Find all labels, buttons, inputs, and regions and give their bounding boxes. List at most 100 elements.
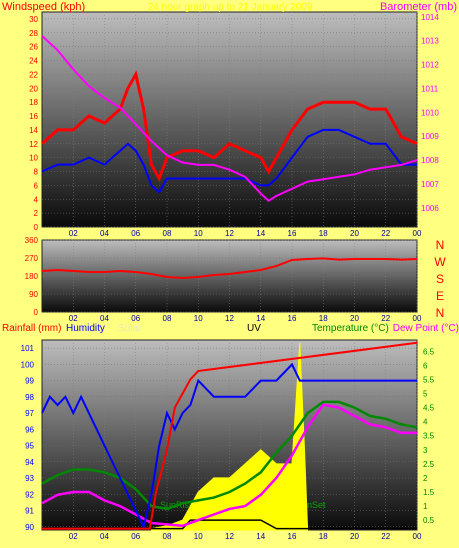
header-left: Windspeed (kph) xyxy=(2,1,85,13)
x-tick-label: 04 xyxy=(100,314,109,323)
y2-tick-label-temperature: 6 xyxy=(423,361,428,370)
x-tick-label: 22 xyxy=(381,532,390,541)
series-line-windspeed xyxy=(41,128,417,194)
x-tick-label: 20 xyxy=(350,229,359,238)
y2-tick-label-barometer: 1009 xyxy=(421,132,439,141)
y2-tick-label-barometer: 1011 xyxy=(421,84,439,93)
x-tick-label: 14 xyxy=(256,314,265,323)
label-rainfall: Rainfall (mm) xyxy=(2,323,61,334)
x-tick-label: 08 xyxy=(163,229,172,238)
y-tick-label-windspeed: 4 xyxy=(34,195,39,204)
y-tick-label-windspeed: 20 xyxy=(29,84,38,93)
y2-tick-label-temperature: 5 xyxy=(423,389,428,398)
y2-tick-label-temperature: 5.5 xyxy=(423,375,435,384)
x-tick-label: 00 xyxy=(413,314,422,323)
y2-tick-label-barometer: 1010 xyxy=(421,108,439,117)
y-tick-label-windspeed: 18 xyxy=(29,98,38,107)
y-tick-label-direction: 180 xyxy=(25,272,39,281)
series-line-dewpoint xyxy=(41,403,417,528)
x-tick-label: 00 xyxy=(413,532,422,541)
y-tick-label-windspeed: 12 xyxy=(29,140,38,149)
compass-letter: N xyxy=(436,238,445,252)
y2-tick-label-temperature: 6.5 xyxy=(423,347,435,356)
y2-tick-label-temperature: 4 xyxy=(423,418,428,427)
y-tick-label-windspeed: 28 xyxy=(29,29,38,38)
compass-letter: W xyxy=(434,255,446,269)
y2-tick-label-temperature: 2.5 xyxy=(423,460,435,469)
compass-letter: N xyxy=(436,306,445,320)
label-solar: Solar xyxy=(118,323,142,334)
series-line-humidity xyxy=(41,362,417,530)
y-tick-label-humidity: 97 xyxy=(25,409,34,418)
y2-tick-label-barometer: 1013 xyxy=(421,37,439,46)
y-tick-label-direction: 360 xyxy=(25,236,39,245)
x-tick-label: 06 xyxy=(131,532,140,541)
x-tick-label: 20 xyxy=(350,314,359,323)
y2-tick-label-temperature: 1 xyxy=(423,502,428,511)
label-humidity: Humidity xyxy=(66,323,105,334)
x-tick-label: 08 xyxy=(163,314,172,323)
x-tick-label: 06 xyxy=(131,229,140,238)
y-tick-label-humidity: 101 xyxy=(21,344,35,353)
label-dewpoint: Dew Point (°C) xyxy=(393,323,459,334)
x-tick-label: 22 xyxy=(381,314,390,323)
x-tick-label: 20 xyxy=(350,532,359,541)
x-tick-label: 10 xyxy=(194,314,203,323)
y2-tick-label-temperature: 0.5 xyxy=(423,516,435,525)
y2-tick-label-barometer: 1008 xyxy=(421,156,439,165)
x-tick-label: 14 xyxy=(256,229,265,238)
y-tick-label-windspeed: 24 xyxy=(29,57,38,66)
y2-tick-label-barometer: 1007 xyxy=(421,180,439,189)
y-tick-label-windspeed: 8 xyxy=(34,168,39,177)
x-tick-label: 16 xyxy=(288,229,297,238)
y-tick-label-humidity: 94 xyxy=(25,458,34,467)
series-line-barometer xyxy=(41,35,418,202)
y-tick-label-windspeed: 16 xyxy=(29,112,38,121)
x-tick-label: 02 xyxy=(69,314,78,323)
x-tick-label: 18 xyxy=(319,532,328,541)
series-line-direction xyxy=(41,257,418,280)
x-tick-label: 18 xyxy=(319,314,328,323)
annotation-sunset: SunSet xyxy=(296,500,326,510)
y-tick-label-humidity: 93 xyxy=(25,474,34,483)
y2-tick-label-barometer: 1014 xyxy=(421,13,439,22)
y-tick-label-humidity: 99 xyxy=(25,377,34,386)
x-tick-label: 02 xyxy=(69,229,78,238)
y-tick-label-windspeed: 14 xyxy=(29,126,38,135)
y-tick-label-windspeed: 6 xyxy=(34,181,39,190)
y2-tick-label-barometer: 1012 xyxy=(421,61,439,70)
y-tick-label-windspeed: 10 xyxy=(29,154,38,163)
compass-letter: S xyxy=(436,272,444,286)
y2-tick-label-temperature: 3.5 xyxy=(423,432,435,441)
x-tick-label: 04 xyxy=(100,532,109,541)
x-tick-label: 16 xyxy=(288,314,297,323)
x-tick-label: 10 xyxy=(194,532,203,541)
series-line-rainfall xyxy=(42,341,418,530)
y-tick-label-humidity: 98 xyxy=(25,393,34,402)
series-line-temperature xyxy=(41,400,418,511)
x-tick-label: 08 xyxy=(163,532,172,541)
x-tick-label: 10 xyxy=(194,229,203,238)
x-tick-label: 14 xyxy=(256,532,265,541)
x-tick-label: 16 xyxy=(288,532,297,541)
label-temperature: Temperature (°C) xyxy=(312,323,389,334)
x-tick-label: 22 xyxy=(381,229,390,238)
y-tick-label-windspeed: 26 xyxy=(29,43,38,52)
y2-tick-label-barometer: 1006 xyxy=(421,204,439,213)
y2-tick-label-temperature: 4.5 xyxy=(423,404,435,413)
x-tick-label: 18 xyxy=(319,229,328,238)
compass-letter: E xyxy=(436,289,444,303)
x-tick-label: 04 xyxy=(100,229,109,238)
y-tick-label-humidity: 90 xyxy=(25,523,34,532)
y-tick-label-direction: 0 xyxy=(34,308,39,317)
y-tick-label-direction: 90 xyxy=(29,290,38,299)
series-area-solar xyxy=(150,342,309,531)
series-line-gust xyxy=(41,70,418,183)
y2-tick-label-temperature: 3 xyxy=(423,446,428,455)
y-tick-label-humidity: 100 xyxy=(21,360,35,369)
x-tick-label: 12 xyxy=(225,229,234,238)
x-tick-label: 12 xyxy=(225,532,234,541)
y-tick-label-windspeed: 30 xyxy=(29,15,38,24)
